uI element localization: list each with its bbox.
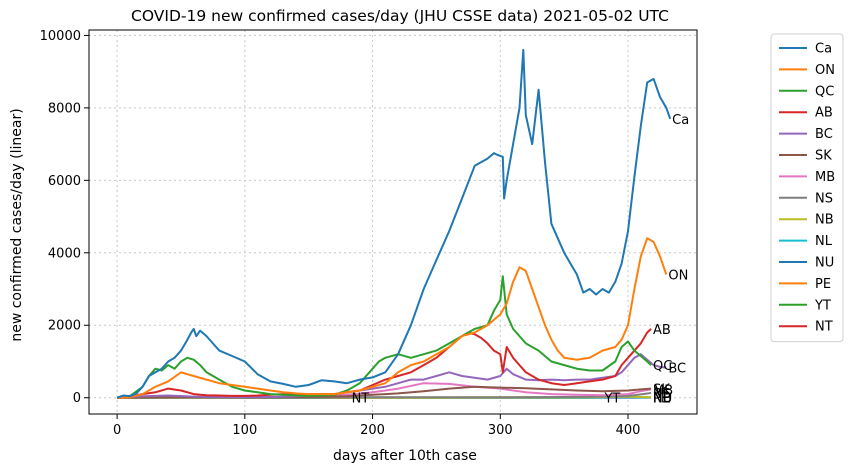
legend-frame	[770, 33, 844, 343]
legend-entry: MB	[815, 170, 835, 185]
x-tick-label: 300	[488, 423, 513, 438]
y-tick-label: 10000	[40, 29, 81, 44]
series-line-qc	[116, 275, 652, 399]
x-axis-label: days after 10th case	[333, 448, 477, 464]
legend-entry: SK	[815, 149, 832, 164]
series-line-on	[117, 237, 668, 399]
legend-entry: NT	[815, 320, 833, 335]
x-tick-label: 400	[616, 423, 641, 438]
end-label-yt: YT	[603, 392, 620, 407]
x-tick-label: 0	[113, 423, 121, 438]
plot-frame	[88, 29, 698, 415]
series-line-bc	[117, 353, 667, 399]
legend-entry: NS	[815, 191, 833, 206]
end-label-nu: NU	[653, 392, 672, 407]
end-label-qc: QC	[653, 359, 672, 374]
end-label-sk: SK	[653, 383, 670, 398]
x-tick-label: 200	[360, 423, 385, 438]
chart-title: COVID-19 new confirmed cases/day (JHU CS…	[131, 7, 669, 25]
legend-entry: NL	[815, 234, 833, 249]
end-label-pe: PE	[653, 392, 669, 407]
end-label-nt: NT	[352, 392, 370, 407]
x-tick-label: 100	[232, 423, 257, 438]
y-tick-label: 2000	[48, 319, 81, 334]
y-tick-label: 8000	[48, 101, 81, 116]
legend-entry: ON	[815, 63, 835, 78]
series-line-ab	[116, 328, 652, 399]
series-line-ca	[116, 48, 672, 399]
legend-entry: NB	[815, 213, 834, 228]
y-tick-label: 0	[73, 391, 81, 406]
end-label-on: ON	[668, 269, 688, 284]
legend: Ca ON QC AB BC SK MB NS NB NL NU PE YT NT	[770, 33, 844, 343]
end-label-mb: MB	[653, 383, 673, 398]
end-label-ns: NS	[653, 387, 671, 402]
y-tick-label: 4000	[48, 246, 81, 261]
grid	[89, 30, 697, 414]
legend-entry: AB	[815, 106, 833, 121]
end-label-nl: NL	[653, 391, 671, 406]
legend-entry: QC	[815, 84, 834, 99]
legend-entry: PE	[815, 277, 831, 292]
end-label-nb: NB	[653, 391, 672, 406]
end-label-ca: Ca	[672, 113, 689, 128]
end-label-ab: AB	[653, 323, 671, 338]
legend-entry: NU	[815, 256, 834, 271]
series-lines	[116, 48, 672, 399]
legend-entry: YT	[814, 298, 831, 313]
end-label-bc: BC	[668, 362, 686, 377]
legend-entry: Ca	[815, 42, 832, 57]
y-tick-label: 6000	[48, 174, 81, 189]
y-axis-label: new confirmed cases/day (linear)	[9, 108, 25, 341]
legend-entry: BC	[815, 127, 833, 142]
